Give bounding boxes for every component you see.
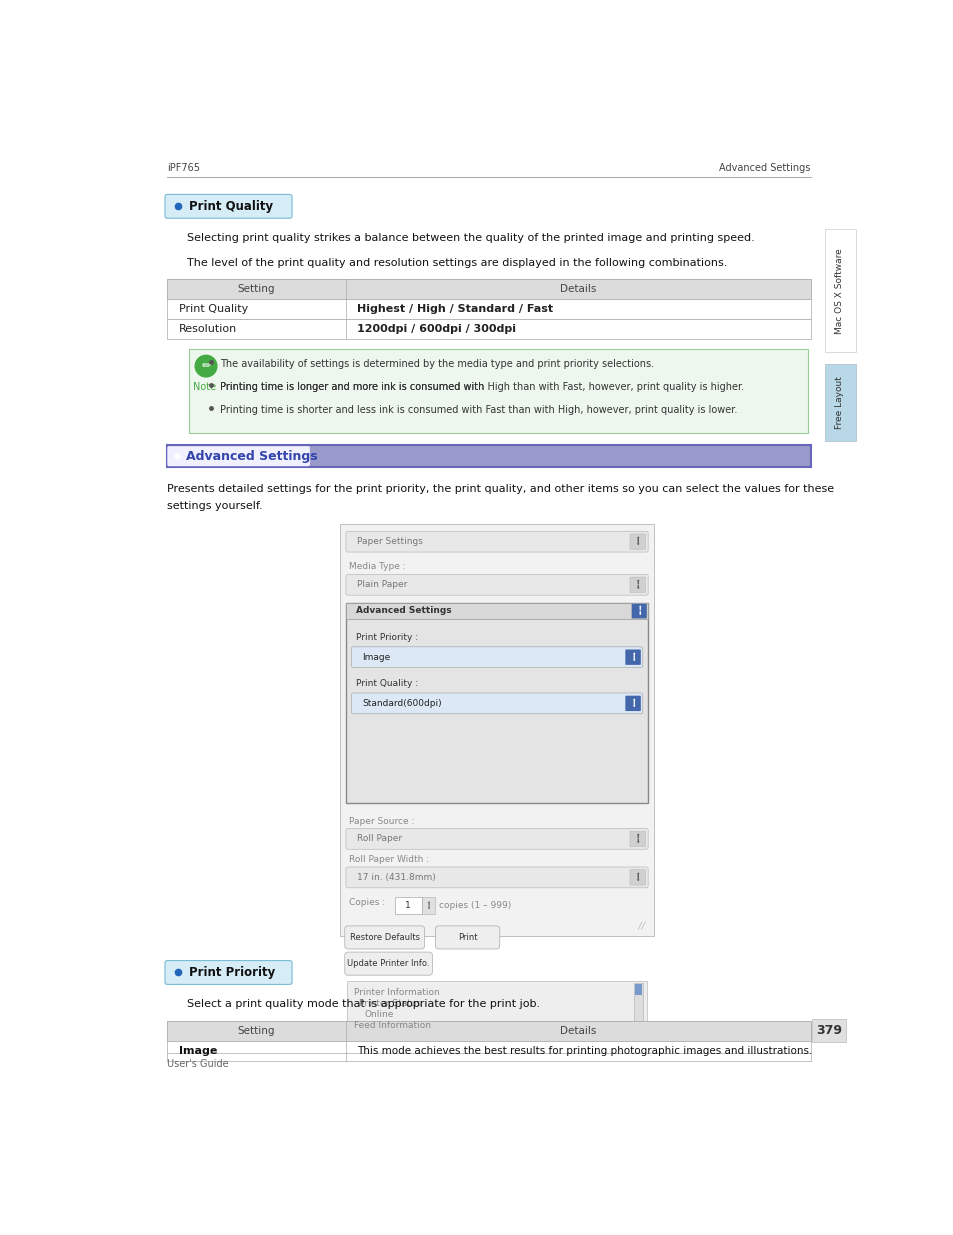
FancyBboxPatch shape <box>344 952 432 976</box>
FancyBboxPatch shape <box>165 194 292 219</box>
Text: Paper Source :: Paper Source : <box>349 816 415 825</box>
Text: Plain Paper: Plain Paper <box>356 580 407 589</box>
Text: Print Quality: Print Quality <box>179 304 248 314</box>
Text: Select a print quality mode that is appropriate for the print job.: Select a print quality mode that is appr… <box>187 999 539 1009</box>
Text: The availability of settings is determined by the media type and print priority : The availability of settings is determin… <box>220 359 654 369</box>
Text: Setting: Setting <box>237 284 274 294</box>
FancyBboxPatch shape <box>629 869 645 885</box>
Text: ╱╱: ╱╱ <box>638 921 645 930</box>
FancyBboxPatch shape <box>347 981 646 1035</box>
FancyBboxPatch shape <box>346 829 647 850</box>
Text: Print Quality: Print Quality <box>189 200 273 212</box>
Text: ⬆
⬇: ⬆ ⬇ <box>635 873 639 882</box>
Text: Image: Image <box>179 1046 217 1056</box>
FancyBboxPatch shape <box>167 1020 810 1041</box>
Text: Setting: Setting <box>237 1025 274 1036</box>
Text: Print: Print <box>457 932 476 942</box>
Text: copies (1 – 999): copies (1 – 999) <box>438 902 510 910</box>
Text: Paper Settings: Paper Settings <box>356 537 422 546</box>
Text: Update Printer Info.: Update Printer Info. <box>347 960 430 968</box>
Text: Mac OS X Software: Mac OS X Software <box>835 248 843 333</box>
FancyBboxPatch shape <box>346 574 647 595</box>
FancyBboxPatch shape <box>346 867 647 888</box>
FancyBboxPatch shape <box>823 228 855 352</box>
Text: Roll Paper Width :: Roll Paper Width : <box>349 855 429 864</box>
Text: Feed Information: Feed Information <box>354 1020 431 1030</box>
FancyBboxPatch shape <box>633 983 642 1032</box>
Text: ⬆
⬇: ⬆ ⬇ <box>630 699 635 708</box>
Text: Printer Status: Printer Status <box>358 999 420 1008</box>
Text: Online: Online <box>365 1010 394 1019</box>
Text: ⬆
⬇: ⬆ ⬇ <box>635 580 639 589</box>
Text: Highest / High / Standard / Fast: Highest / High / Standard / Fast <box>356 304 553 314</box>
Text: Print Quality :: Print Quality : <box>355 679 417 688</box>
Text: 1200dpi / 600dpi / 300dpi: 1200dpi / 600dpi / 300dpi <box>356 324 516 335</box>
Text: ✏: ✏ <box>201 361 211 370</box>
FancyBboxPatch shape <box>346 603 647 803</box>
Text: Advanced Settings: Advanced Settings <box>719 163 810 173</box>
FancyBboxPatch shape <box>165 961 292 984</box>
FancyBboxPatch shape <box>351 693 642 714</box>
Text: Advanced Settings: Advanced Settings <box>186 450 317 463</box>
FancyBboxPatch shape <box>167 319 810 340</box>
FancyBboxPatch shape <box>811 1019 845 1042</box>
FancyBboxPatch shape <box>629 831 645 846</box>
Text: Note: Note <box>193 382 215 391</box>
Text: User's Guide: User's Guide <box>167 1060 229 1070</box>
Text: Printing time is shorter and less ink is consumed with Fast than with High, howe: Printing time is shorter and less ink is… <box>220 405 737 415</box>
Text: 17 in. (431.8mm): 17 in. (431.8mm) <box>356 873 436 882</box>
Text: Advanced Settings: Advanced Settings <box>355 606 451 615</box>
Text: Free Layout: Free Layout <box>835 375 843 429</box>
FancyBboxPatch shape <box>624 650 640 664</box>
FancyBboxPatch shape <box>167 1041 810 1061</box>
Text: ⬆
⬇: ⬆ ⬇ <box>637 606 641 615</box>
Text: Image: Image <box>362 652 391 662</box>
Text: Details: Details <box>559 1025 596 1036</box>
Text: Restore Defaults: Restore Defaults <box>350 932 419 942</box>
FancyBboxPatch shape <box>624 695 640 711</box>
FancyBboxPatch shape <box>167 446 310 466</box>
FancyBboxPatch shape <box>395 898 421 914</box>
Text: Copies :: Copies : <box>349 898 385 908</box>
Text: Roll Paper: Roll Paper <box>356 835 402 844</box>
Text: Printer Information: Printer Information <box>354 988 439 998</box>
FancyBboxPatch shape <box>631 603 646 619</box>
FancyBboxPatch shape <box>435 926 499 948</box>
FancyBboxPatch shape <box>167 279 810 299</box>
FancyBboxPatch shape <box>340 524 654 936</box>
Text: iPF765: iPF765 <box>167 163 200 173</box>
Text: Standard(600dpi): Standard(600dpi) <box>362 699 442 708</box>
FancyBboxPatch shape <box>634 984 641 995</box>
Text: Print Priority :: Print Priority : <box>355 634 417 642</box>
Circle shape <box>195 356 216 377</box>
Text: This mode achieves the best results for printing photographic images and illustr: This mode achieves the best results for … <box>356 1046 812 1056</box>
Text: Details: Details <box>559 284 596 294</box>
Text: Printing time is longer and more ink is consumed with: Printing time is longer and more ink is … <box>220 383 487 393</box>
FancyBboxPatch shape <box>629 534 645 550</box>
Text: Print Priority: Print Priority <box>189 966 275 979</box>
FancyBboxPatch shape <box>167 446 810 467</box>
Text: Media Type :: Media Type : <box>349 562 406 572</box>
FancyBboxPatch shape <box>422 898 435 914</box>
Text: settings yourself.: settings yourself. <box>167 501 263 511</box>
Text: Presents detailed settings for the print priority, the print quality, and other : Presents detailed settings for the print… <box>167 484 834 494</box>
Text: ⬆
⬇: ⬆ ⬇ <box>426 902 430 910</box>
Text: 379: 379 <box>816 1024 841 1037</box>
Text: ⬆
⬇: ⬆ ⬇ <box>635 537 639 546</box>
Text: 1: 1 <box>405 902 411 910</box>
FancyBboxPatch shape <box>346 603 647 620</box>
FancyBboxPatch shape <box>351 647 642 668</box>
FancyBboxPatch shape <box>823 364 855 441</box>
FancyBboxPatch shape <box>629 577 645 593</box>
FancyBboxPatch shape <box>344 926 424 948</box>
Text: Printing time is longer and more ink is consumed with High than with Fast, howev: Printing time is longer and more ink is … <box>220 383 743 393</box>
Text: ⬆
⬇: ⬆ ⬇ <box>635 835 639 844</box>
FancyBboxPatch shape <box>167 299 810 319</box>
Text: Resolution: Resolution <box>179 324 237 335</box>
Text: Selecting print quality strikes a balance between the quality of the printed ima: Selecting print quality strikes a balanc… <box>187 233 754 243</box>
FancyBboxPatch shape <box>189 350 807 433</box>
FancyBboxPatch shape <box>346 531 647 552</box>
Text: The level of the print quality and resolution settings are displayed in the foll: The level of the print quality and resol… <box>187 258 726 268</box>
Text: ⬆
⬇: ⬆ ⬇ <box>630 652 635 662</box>
